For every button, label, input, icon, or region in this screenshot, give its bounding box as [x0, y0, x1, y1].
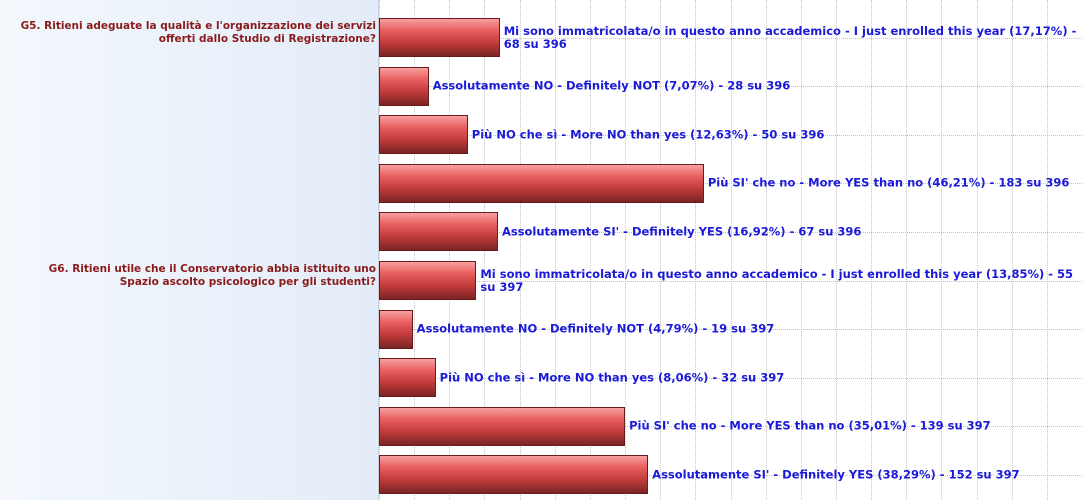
- bar: [379, 261, 477, 300]
- grid-line: [765, 0, 767, 500]
- grid-line: [1011, 0, 1013, 500]
- value-label: Mi sono immatricolata/o in questo anno a…: [503, 23, 1077, 51]
- bar: [379, 358, 436, 398]
- row-line: [379, 37, 1082, 39]
- bar: [379, 406, 626, 446]
- grid-line: [1046, 0, 1048, 500]
- value-label: Assolutamente SI' - Definitely YES (38,2…: [652, 467, 1020, 482]
- value-label: Assolutamente NO - Definitely NOT (7,07%…: [432, 78, 791, 93]
- label-panel: [0, 0, 379, 500]
- question-label: G5. Ritieni adeguate la qualità e l'orga…: [20, 20, 376, 45]
- value-label: Più NO che sì - More NO than yes (8,06%)…: [439, 370, 785, 385]
- row-line: [379, 377, 1082, 379]
- grid-line: [906, 0, 908, 500]
- grid-line: [660, 0, 662, 500]
- question-label: G6. Ritieni utile che il Conservatorio a…: [48, 263, 376, 288]
- row-line: [379, 231, 1082, 233]
- grid-line: [976, 0, 978, 500]
- bar: [379, 18, 500, 57]
- value-label: Più SI' che no - More YES than no (35,01…: [629, 418, 991, 433]
- row-line: [379, 329, 1082, 331]
- value-label: Più NO che sì - More NO than yes (12,63%…: [471, 127, 825, 142]
- row-line: [379, 183, 1082, 185]
- grid-line: [625, 0, 627, 500]
- bar: [379, 66, 429, 106]
- row-line: [379, 426, 1082, 428]
- bar: [379, 163, 704, 203]
- value-label: Mi sono immatricolata/o in questo anno a…: [480, 266, 1074, 294]
- grid-line: [730, 0, 732, 500]
- value-label: Assolutamente SI' - Definitely YES (16,9…: [501, 224, 862, 239]
- grid-line: [589, 0, 591, 500]
- row-line: [379, 86, 1082, 88]
- value-label: Assolutamente NO - Definitely NOT (4,79%…: [416, 321, 775, 336]
- row-line: [379, 280, 1082, 282]
- row-line: [379, 134, 1082, 136]
- row-line: [379, 474, 1082, 476]
- grid-line: [941, 0, 943, 500]
- grid-line: [800, 0, 802, 500]
- grid-line: [554, 0, 556, 500]
- grid-line: [871, 0, 873, 500]
- grid-line: [695, 0, 697, 500]
- bar: [379, 309, 413, 349]
- grid-line: [519, 0, 521, 500]
- bar: [379, 212, 498, 252]
- value-label: Più SI' che no - More YES than no (46,21…: [707, 175, 1070, 190]
- bar: [379, 115, 468, 155]
- grid-line: [835, 0, 837, 500]
- bar: [379, 455, 649, 495]
